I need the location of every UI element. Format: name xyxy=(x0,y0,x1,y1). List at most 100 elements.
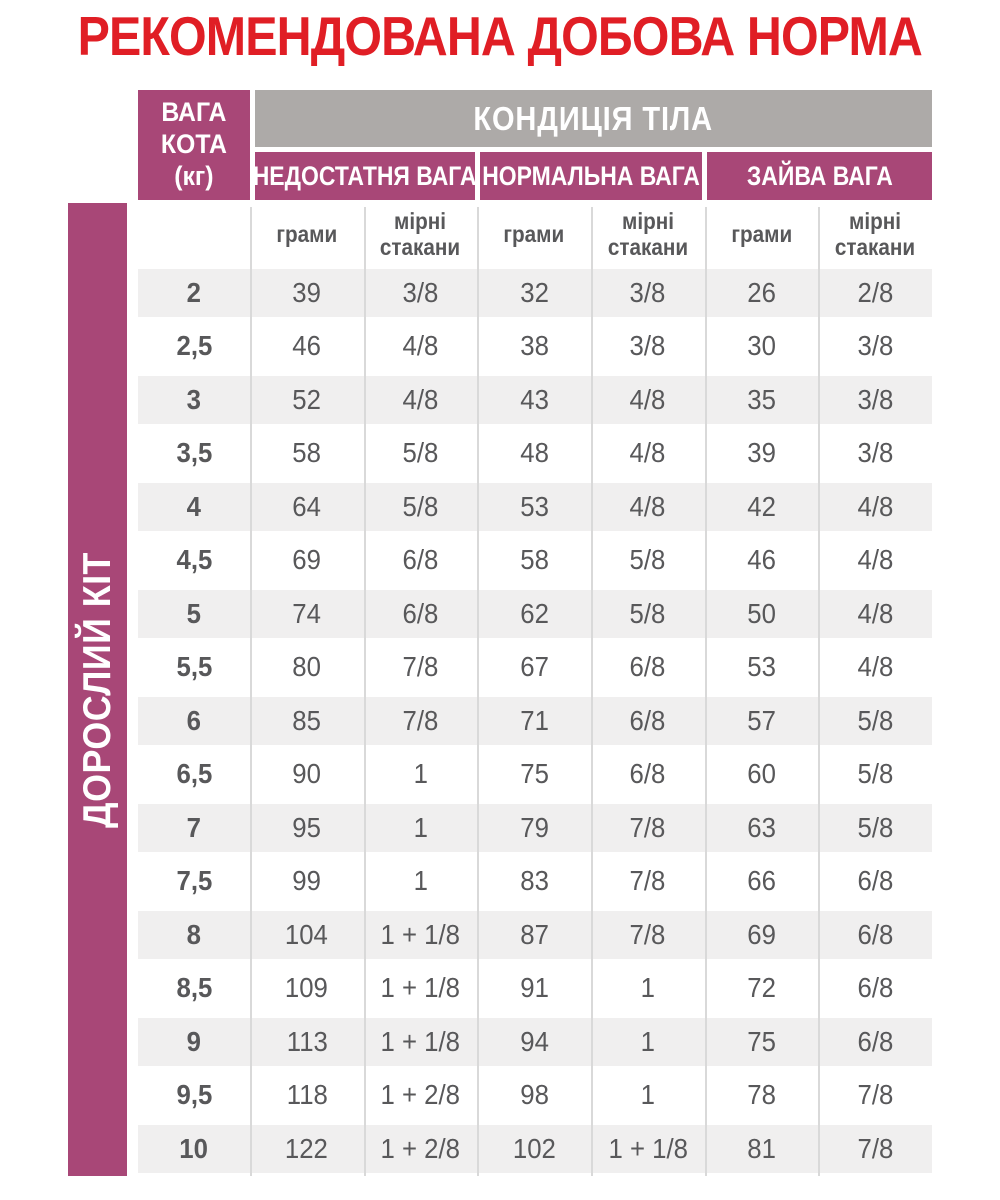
value-cell: 46 xyxy=(747,544,776,576)
value-cell: 39 xyxy=(292,276,322,308)
value-cell: 71 xyxy=(519,704,549,736)
value-cell: 102 xyxy=(512,1132,556,1164)
value-cell: 35 xyxy=(747,383,776,415)
value-cell: 32 xyxy=(519,276,549,308)
value-cell: 67 xyxy=(519,651,549,683)
value-cell: 6/8 xyxy=(402,544,439,576)
weight-cell: 6,5 xyxy=(176,758,212,790)
value-cell: 6/8 xyxy=(857,1025,894,1057)
value-cell: 39 xyxy=(747,437,776,469)
value-cell: 1 xyxy=(640,1079,655,1111)
value-cell: 53 xyxy=(519,490,549,522)
table-row: 8,5 109 1 + 1/8 91 1 72 6/8 xyxy=(138,962,932,1016)
value-cell: 5/8 xyxy=(857,811,894,843)
value-cell: 85 xyxy=(292,704,322,736)
value-cell: 5/8 xyxy=(402,437,439,469)
unit-header-empty xyxy=(138,204,250,266)
value-cell: 1 xyxy=(640,972,655,1004)
value-cell: 5/8 xyxy=(857,704,894,736)
value-cell: 7/8 xyxy=(629,865,666,897)
value-cell: 63 xyxy=(747,811,776,843)
value-cell: 26 xyxy=(747,276,776,308)
value-cell: 5/8 xyxy=(629,544,666,576)
value-cell: 109 xyxy=(285,972,329,1004)
table-row: 4 64 5/8 53 4/8 42 4/8 xyxy=(138,480,932,534)
value-cell: 72 xyxy=(747,972,776,1004)
weight-cell: 2 xyxy=(186,276,202,308)
value-cell: 3/8 xyxy=(857,383,894,415)
unit-header-row: грами мірні стакани грами мірні стакани … xyxy=(138,204,932,266)
value-cell: 4/8 xyxy=(629,490,666,522)
weight-cell: 2,5 xyxy=(176,330,212,362)
value-cell: 48 xyxy=(519,437,549,469)
value-cell: 80 xyxy=(292,651,322,683)
value-cell: 6/8 xyxy=(402,597,439,629)
condition-header-cell: КОНДИЦІЯ ТІЛА xyxy=(255,90,932,147)
unit-header-grams: грами xyxy=(731,221,792,248)
value-cell: 3/8 xyxy=(629,276,666,308)
value-cell: 6/8 xyxy=(629,704,666,736)
weight-cell: 6 xyxy=(186,704,202,736)
value-cell: 94 xyxy=(519,1025,549,1057)
weight-cell: 5,5 xyxy=(176,651,212,683)
value-cell: 5/8 xyxy=(402,490,439,522)
sidebar-band: ДОРОСЛИЙ КІТ xyxy=(68,203,127,1176)
value-cell: 98 xyxy=(519,1079,549,1111)
table-row: 3,5 58 5/8 48 4/8 39 3/8 xyxy=(138,427,932,481)
value-cell: 75 xyxy=(747,1025,776,1057)
value-cell: 83 xyxy=(519,865,549,897)
sidebar-label: ДОРОСЛИЙ КІТ xyxy=(75,551,119,828)
value-cell: 79 xyxy=(519,811,549,843)
value-cell: 4/8 xyxy=(402,330,439,362)
value-cell: 1 xyxy=(413,865,428,897)
value-cell: 74 xyxy=(292,597,322,629)
value-cell: 3/8 xyxy=(857,437,894,469)
value-cell: 7/8 xyxy=(402,651,439,683)
page-title: РЕКОМЕНДОВАНА ДОБОВА НОРМА xyxy=(77,5,923,67)
value-cell: 5/8 xyxy=(629,597,666,629)
table-row: 2,5 46 4/8 38 3/8 30 3/8 xyxy=(138,320,932,374)
value-cell: 99 xyxy=(292,865,322,897)
unit-header-cups: мірні стакани xyxy=(380,208,461,260)
weight-cell: 5 xyxy=(186,597,202,629)
value-cell: 6/8 xyxy=(857,865,894,897)
value-cell: 7/8 xyxy=(629,811,666,843)
value-cell: 1 + 1/8 xyxy=(608,1132,688,1164)
value-cell: 5/8 xyxy=(857,758,894,790)
value-cell: 1 + 1/8 xyxy=(380,918,461,950)
value-cell: 90 xyxy=(292,758,322,790)
value-cell: 6/8 xyxy=(857,918,894,950)
weight-cell: 3,5 xyxy=(176,437,212,469)
value-cell: 4/8 xyxy=(629,383,666,415)
value-cell: 38 xyxy=(519,330,549,362)
value-cell: 118 xyxy=(286,1079,328,1111)
value-cell: 50 xyxy=(747,597,776,629)
value-cell: 4/8 xyxy=(857,597,894,629)
table-row: 9 113 1 + 1/8 94 1 75 6/8 xyxy=(138,1015,932,1069)
table-row: 6 85 7/8 71 6/8 57 5/8 xyxy=(138,694,932,748)
value-cell: 62 xyxy=(519,597,549,629)
value-cell: 66 xyxy=(747,865,776,897)
unit-header-cups: мірні стакани xyxy=(607,208,688,260)
table-row: 7,5 99 1 83 7/8 66 6/8 xyxy=(138,855,932,909)
table-row: 7 95 1 79 7/8 63 5/8 xyxy=(138,801,932,855)
value-cell: 1 + 2/8 xyxy=(380,1132,461,1164)
value-cell: 42 xyxy=(747,490,776,522)
value-cell: 69 xyxy=(747,918,776,950)
category-header-normal: НОРМАЛЬНА ВАГА xyxy=(480,152,702,200)
weight-cell: 9 xyxy=(186,1025,202,1057)
value-cell: 6/8 xyxy=(857,972,894,1004)
weight-cell: 8 xyxy=(186,918,202,950)
value-cell: 43 xyxy=(519,383,549,415)
feeding-table: ВАГА КОТА (кг) КОНДИЦІЯ ТІЛА НЕДОСТАТНЯ … xyxy=(138,90,932,1176)
value-cell: 87 xyxy=(519,918,549,950)
weight-cell: 4,5 xyxy=(176,544,212,576)
unit-header-grams: грами xyxy=(276,221,338,248)
value-cell: 7/8 xyxy=(857,1132,894,1164)
value-cell: 78 xyxy=(747,1079,776,1111)
value-cell: 58 xyxy=(292,437,322,469)
table-row: 8 104 1 + 1/8 87 7/8 69 6/8 xyxy=(138,908,932,962)
value-cell: 1 xyxy=(413,758,428,790)
value-cell: 58 xyxy=(519,544,549,576)
